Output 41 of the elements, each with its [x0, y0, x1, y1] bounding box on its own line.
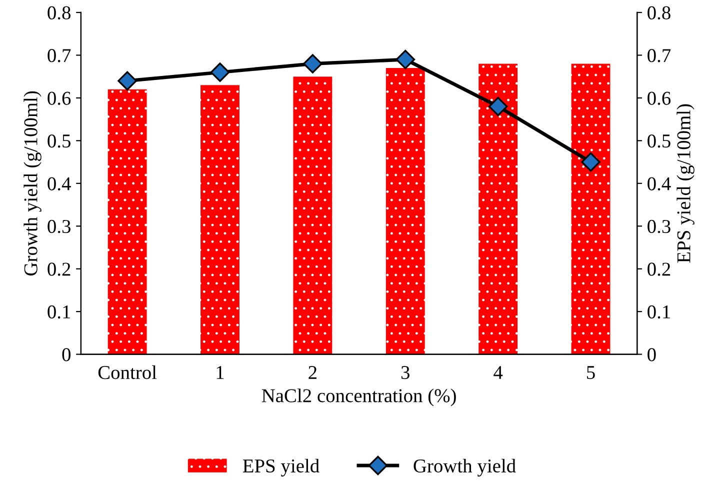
bar [108, 89, 147, 354]
y2-tick-label: 0.3 [648, 220, 670, 234]
bar [386, 68, 425, 354]
y-tick-label: 0.6 [48, 92, 71, 105]
y2-tick-label: 0.6 [648, 92, 671, 105]
x-tick-label: 3 [401, 366, 410, 380]
y2-tick-label: 0.2 [648, 262, 670, 276]
bar [200, 85, 240, 354]
point [581, 152, 600, 172]
point [303, 54, 322, 74]
x-tick-label: 2 [308, 366, 316, 379]
x-tick-label: 1 [216, 366, 224, 379]
y-tick-label: 0 [62, 348, 70, 362]
x-tick-label: 5 [587, 366, 595, 380]
y-tick-label: 0.2 [48, 262, 70, 276]
y2-tick-label: 0.5 [648, 134, 670, 148]
y2-tick-label: 0.1 [648, 305, 670, 319]
y-tick-label: 0.7 [48, 49, 71, 62]
y2-tick-label: 0.4 [648, 177, 671, 190]
y2-tick-label: 0 [648, 348, 656, 362]
point [210, 62, 230, 82]
bar [293, 76, 332, 354]
point [488, 96, 508, 116]
y2-tick-label: 0.7 [648, 49, 671, 62]
legend-label: EPS yield [242, 458, 320, 477]
y-tick-label: 0.1 [48, 305, 70, 319]
legend-label: Growth yield [414, 458, 516, 477]
y2-axis-title: EPS yield (g/100ml) [676, 104, 694, 263]
x-axis-title: NaCl2 concentration (%) [262, 388, 456, 406]
x-tick-label: 4 [494, 366, 503, 379]
y-tick-label: 0.8 [48, 6, 70, 20]
x-tick-label: Control [98, 365, 157, 380]
point [396, 50, 416, 70]
bar [478, 64, 518, 354]
y-tick-label: 0.3 [48, 220, 70, 234]
y-tick-label: 0.4 [48, 177, 71, 190]
y-axis-title: Growth yield (g/100ml) [24, 91, 42, 276]
y2-tick-label: 0.8 [648, 6, 670, 20]
point [118, 71, 137, 91]
y-tick-label: 0.5 [48, 134, 70, 148]
bar [571, 64, 610, 354]
